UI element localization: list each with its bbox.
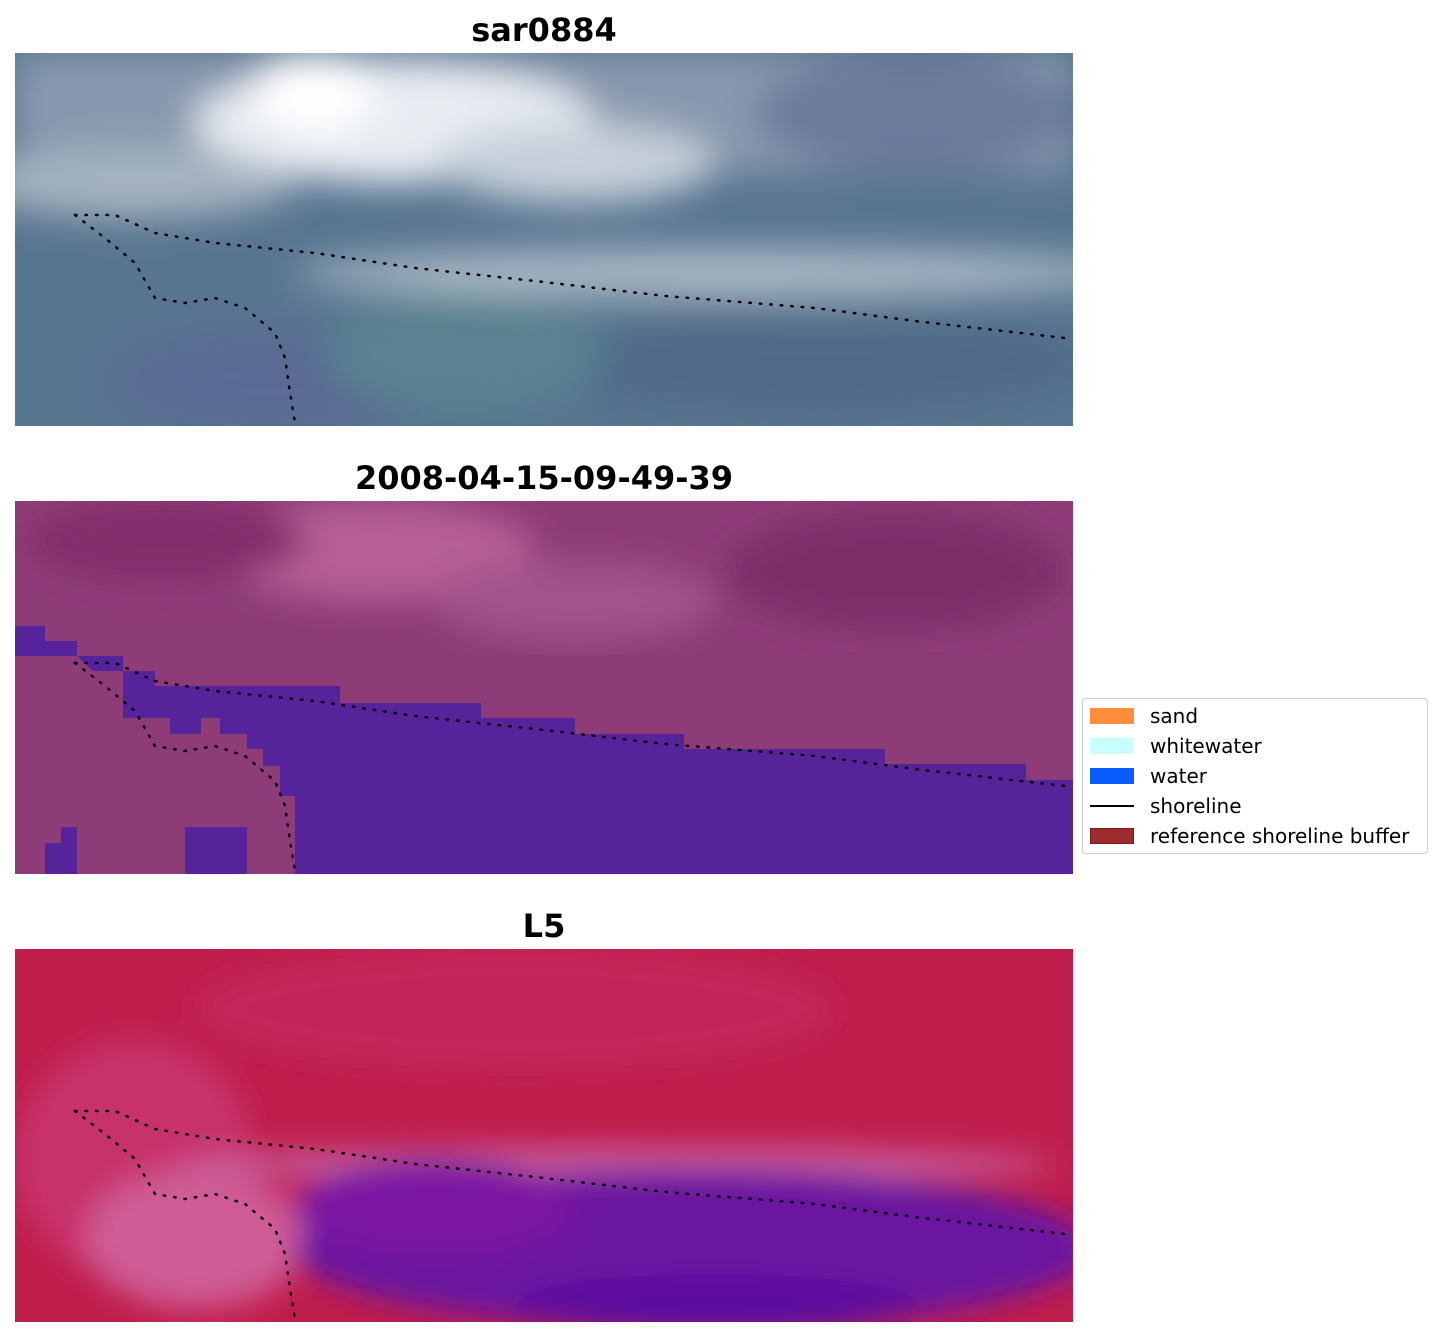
- shoreline-curve: [73, 213, 1067, 340]
- classified-image: [15, 501, 1073, 874]
- water-patch-small: [45, 827, 77, 874]
- legend-item-shoreline: shoreline: [1090, 794, 1242, 818]
- shoreline-curve-lower: [73, 1109, 297, 1321]
- legend-label: shoreline: [1150, 794, 1242, 818]
- legend-label: reference shoreline buffer: [1150, 824, 1410, 848]
- rgb-image-panel: [15, 53, 1073, 426]
- legend-label: water: [1150, 764, 1207, 788]
- shoreline-curve-lower: [73, 213, 297, 425]
- panel-title-index: L5: [522, 907, 566, 945]
- reference-buffer-swatch: [1090, 828, 1134, 844]
- water-region: [15, 626, 1073, 874]
- legend-label: sand: [1150, 704, 1199, 728]
- shoreline-curve-lower: [73, 661, 297, 873]
- index-image-panel: [15, 949, 1073, 1322]
- shoreline-curve: [73, 1109, 1067, 1236]
- legend: sand whitewater water shoreline referenc…: [1082, 698, 1428, 854]
- sand-swatch: [1090, 708, 1134, 724]
- classified-image-panel: [15, 501, 1073, 874]
- legend-item-sand: sand: [1090, 704, 1198, 728]
- rgb-image: [15, 53, 1073, 426]
- water-patch: [185, 827, 247, 874]
- panel-title-classified: 2008-04-15-09-49-39: [354, 459, 734, 497]
- legend-item-whitewater: whitewater: [1090, 734, 1262, 758]
- legend-item-reference-buffer: reference shoreline buffer: [1090, 824, 1409, 848]
- legend-label: whitewater: [1150, 734, 1262, 758]
- legend-item-water: water: [1090, 764, 1207, 788]
- panel-title-rgb: sar0884: [471, 11, 617, 49]
- shoreline-swatch: [1090, 805, 1134, 807]
- whitewater-swatch: [1090, 738, 1134, 754]
- shoreline-curve: [73, 661, 1067, 788]
- water-swatch: [1090, 768, 1134, 784]
- index-image: [15, 949, 1073, 1322]
